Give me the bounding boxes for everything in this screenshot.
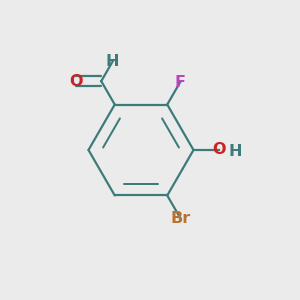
Text: H: H — [106, 54, 119, 69]
Text: F: F — [175, 75, 185, 90]
Text: Br: Br — [171, 211, 191, 226]
Text: O: O — [69, 74, 82, 89]
Text: O: O — [212, 142, 226, 158]
Text: H: H — [229, 144, 242, 159]
